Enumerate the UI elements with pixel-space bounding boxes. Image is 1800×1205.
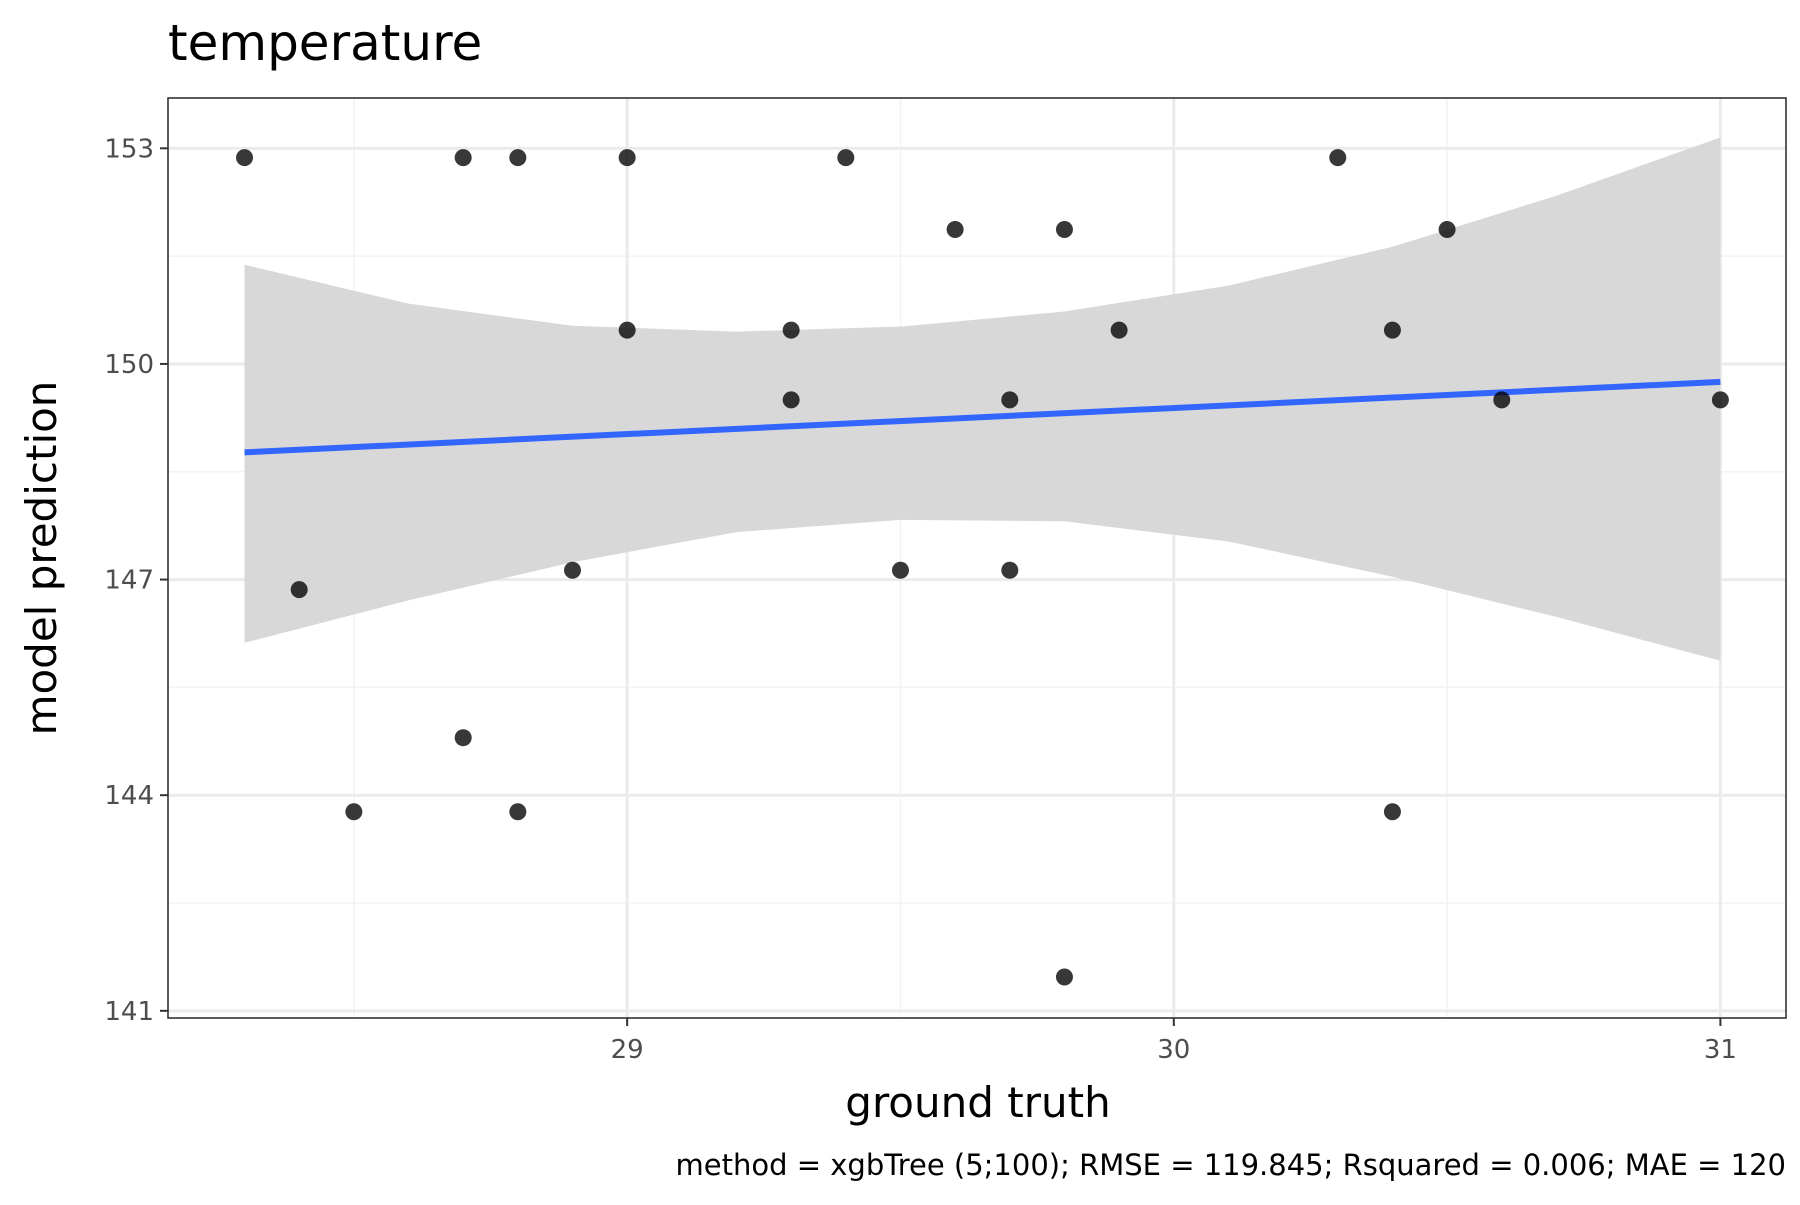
data-point xyxy=(782,321,800,339)
x-tick-label: 31 xyxy=(1704,1035,1737,1065)
trend-line-group xyxy=(244,378,1721,456)
y-axis: 141 144 147 150 153 xyxy=(104,134,168,1027)
data-point xyxy=(1383,321,1401,339)
x-tick-label: 30 xyxy=(1157,1035,1190,1065)
x-tick-label: 29 xyxy=(611,1035,644,1065)
y-tick-label: 144 xyxy=(104,781,154,811)
data-point xyxy=(1001,391,1019,409)
data-point xyxy=(618,149,636,167)
y-tick-label: 150 xyxy=(104,350,154,380)
data-point xyxy=(509,803,527,821)
x-axis-title: ground truth xyxy=(845,1078,1110,1127)
chart-caption: method = xgbTree (5;100); RMSE = 119.845… xyxy=(676,1148,1786,1182)
data-point xyxy=(1711,391,1729,409)
data-point xyxy=(782,391,800,409)
data-points xyxy=(236,149,1729,986)
data-point xyxy=(946,221,964,239)
data-point xyxy=(1001,561,1019,579)
y-tick-label: 141 xyxy=(104,997,154,1027)
data-point xyxy=(345,803,363,821)
data-point xyxy=(1110,321,1128,339)
data-point xyxy=(837,149,855,167)
y-tick-label: 147 xyxy=(104,566,154,596)
panel-border xyxy=(167,97,1787,1019)
data-point xyxy=(564,561,581,579)
data-point xyxy=(454,149,472,167)
data-point xyxy=(1329,149,1347,167)
y-axis-title: model prediction xyxy=(17,381,66,736)
chart-title: temperature xyxy=(168,14,482,72)
data-point xyxy=(290,581,308,599)
x-axis: 29 30 31 xyxy=(611,1018,1737,1065)
data-point xyxy=(454,729,472,747)
data-point xyxy=(891,561,909,579)
data-point xyxy=(236,149,254,167)
data-point xyxy=(1438,221,1456,239)
data-point xyxy=(1055,221,1073,239)
confidence-band-area xyxy=(244,137,1721,661)
confidence-band xyxy=(244,137,1721,661)
data-point xyxy=(618,321,636,339)
trend-line xyxy=(244,378,1721,456)
data-point xyxy=(1493,391,1511,409)
data-point xyxy=(1383,803,1401,821)
data-point xyxy=(1055,968,1073,986)
data-point xyxy=(509,149,527,167)
y-tick-label: 153 xyxy=(104,134,154,164)
